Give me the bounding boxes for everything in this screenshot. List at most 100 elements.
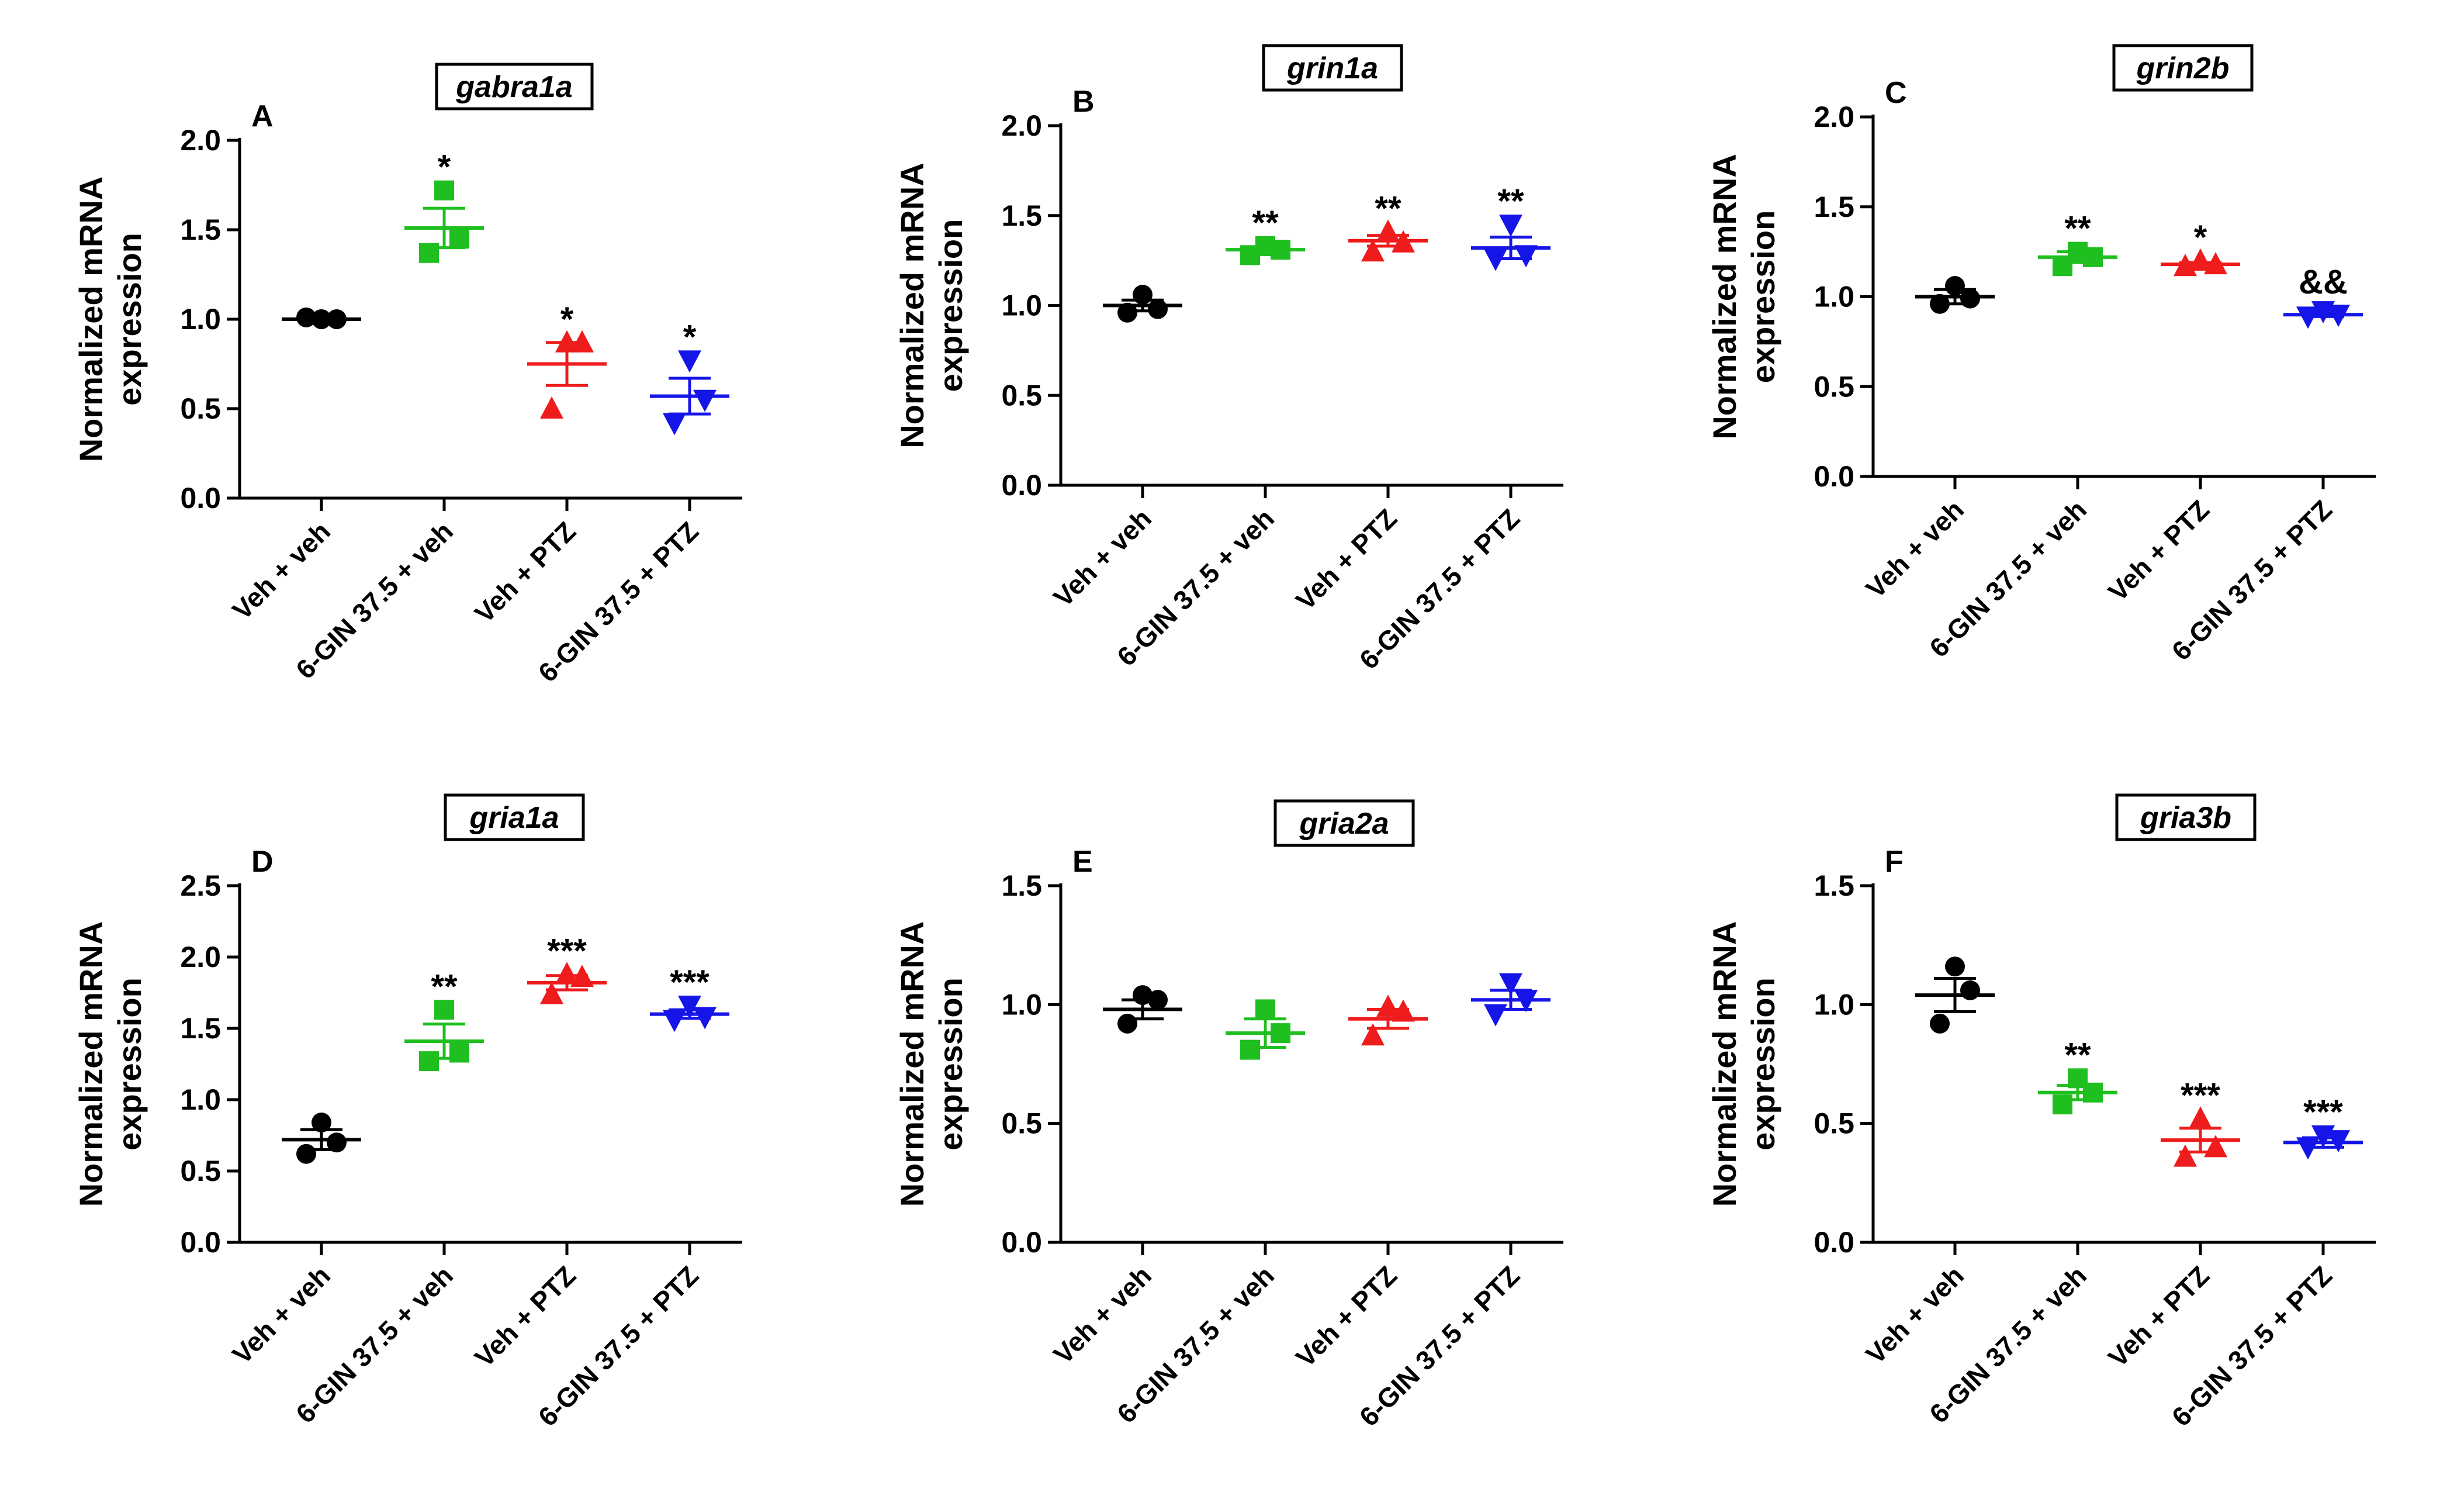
data-point [1930,1013,1950,1034]
y-tick-label: 1.5 [180,1012,221,1045]
gene-title-box [2115,793,2257,841]
y-tick-label: 2.0 [1814,101,1854,133]
y-tick-label: 1.5 [180,213,221,246]
group-1: Veh + veh [1860,956,1995,1370]
x-category-label: Veh + veh [226,1260,336,1370]
data-point [434,180,454,201]
panel-b: 0.0 0.5 1.0 1.5 2.0 Normalized mRNAexpression… [894,44,1563,675]
gene-title: gria2a [1273,799,1415,847]
gene-title-box [1262,44,1403,92]
y-axis-label: Normalized mRNAexpression [1706,154,1781,440]
group-4: 6-GIN 37.5 + PTZ** [1354,182,1551,675]
group-1: Veh + veh [1047,985,1182,1370]
gene-title-box [444,793,585,841]
x-category-label: Veh + veh [226,516,336,626]
data-point [449,229,469,249]
x-category-label: Veh + veh [1860,1260,1970,1370]
panel-f: 0.0 0.5 1.0 1.5 Normalized mRNAexpression Fgr… [1706,793,2376,1432]
group-3: Veh + PTZ ** [1290,189,1428,616]
group-1: Veh + veh [226,307,361,626]
data-point [1945,956,1965,977]
significance-marker: *** [2303,1093,2343,1131]
data-point [1960,288,1980,309]
y-axis-label: Normalized mRNAexpression [894,921,969,1207]
group-4: 6-GIN 37.5 + PTZ* [532,318,729,688]
data-point [1117,302,1137,323]
panel-a: 0.0 0.5 1.0 1.5 2.0 Normalized mRNAexpression… [72,63,742,688]
y-tick-label: 2.0 [180,941,221,973]
gene-title: grin1a [1262,44,1403,92]
x-category-label: Veh + veh [1860,494,1970,604]
significance-marker: *** [547,932,587,970]
group-4: 6-GIN 37.5 + PTZ*** [532,963,729,1432]
data-point [693,389,717,412]
significance-marker: ** [1497,182,1524,220]
panel-letter: C [1885,76,1907,110]
data-point [555,962,579,985]
y-tick-label: 0.5 [180,1155,221,1187]
panel-letter: F [1885,845,1904,879]
data-point [1499,215,1522,237]
data-point [1484,1004,1507,1027]
data-point [1376,994,1400,1017]
data-point [2053,256,2072,277]
y-tick-label: 0.0 [180,482,221,514]
panel-letter: E [1072,845,1093,879]
data-point [2053,1094,2072,1115]
significance-marker: * [683,318,697,356]
y-tick-label: 1.5 [1814,869,1854,902]
x-category-label: Veh + PTZ [2102,494,2215,607]
y-axis-label: Normalized mRNAexpression [1706,921,1781,1207]
gene-title-text: grin2b [2136,51,2230,85]
group-2: 6-GIN 37.5 + veh** [1111,204,1305,672]
data-point [1255,999,1275,1020]
data-point [2204,1135,2227,1158]
gene-title-text: gria3b [2140,801,2231,835]
y-tick-label: 0.5 [1814,370,1854,403]
panel-letter: A [251,99,274,133]
gene-title-text: gabra1a [455,70,572,104]
y-tick-label: 0.0 [1001,1226,1042,1259]
significance-marker: * [560,300,574,338]
data-point [327,1132,347,1153]
y-tick-label: 0.5 [180,392,221,425]
x-category-label: Veh + PTZ [2102,1260,2215,1373]
panel-letter: D [251,845,274,879]
y-tick-label: 1.0 [180,303,221,336]
data-point [678,350,701,373]
data-point [1361,1023,1385,1046]
data-point [419,243,439,263]
group-3: Veh + PTZ *** [2102,1077,2240,1373]
panel-d: 0.0 0.5 1.0 1.5 2.0 2.5 Normalized mRNAexpress… [72,793,742,1432]
panel-c: 0.0 0.5 1.0 1.5 2.0 Normalized mRNAexpression… [1706,44,2376,666]
group-3: Veh + PTZ [1290,994,1428,1373]
significance-marker: *** [670,963,710,1001]
y-tick-label: 1.0 [180,1083,221,1116]
gene-title-text: gria1a [469,801,559,835]
data-point [2174,1144,2197,1167]
y-tick-label: 1.0 [1814,988,1854,1021]
significance-marker: ** [2064,1036,2091,1074]
data-point [419,1051,439,1072]
gene-title: gria3b [2115,793,2257,841]
significance-marker: * [2194,219,2207,257]
data-point [663,413,686,436]
gene-title-text: gria2a [1299,807,1389,841]
gene-title: gria1a [444,793,585,841]
y-tick-label: 1.5 [1001,199,1042,232]
group-2: 6-GIN 37.5 + veh* [290,148,484,685]
group-3: Veh + PTZ *** [469,932,607,1373]
significance-marker: ** [431,968,458,1006]
y-axis-label: Normalized mRNAexpression [72,921,148,1207]
significance-marker: ** [1375,189,1401,227]
x-category-label: Veh + veh [1047,1260,1157,1370]
data-point [312,1113,331,1133]
x-category-label: Veh + PTZ [469,516,582,628]
y-axis-label: Normalized mRNAexpression [894,163,969,448]
data-point [540,982,563,1004]
y-tick-label: 1.5 [1001,869,1042,902]
group-1: Veh + veh [1860,276,1995,604]
x-category-label: Veh + PTZ [469,1260,582,1373]
y-tick-label: 0.0 [1001,469,1042,502]
